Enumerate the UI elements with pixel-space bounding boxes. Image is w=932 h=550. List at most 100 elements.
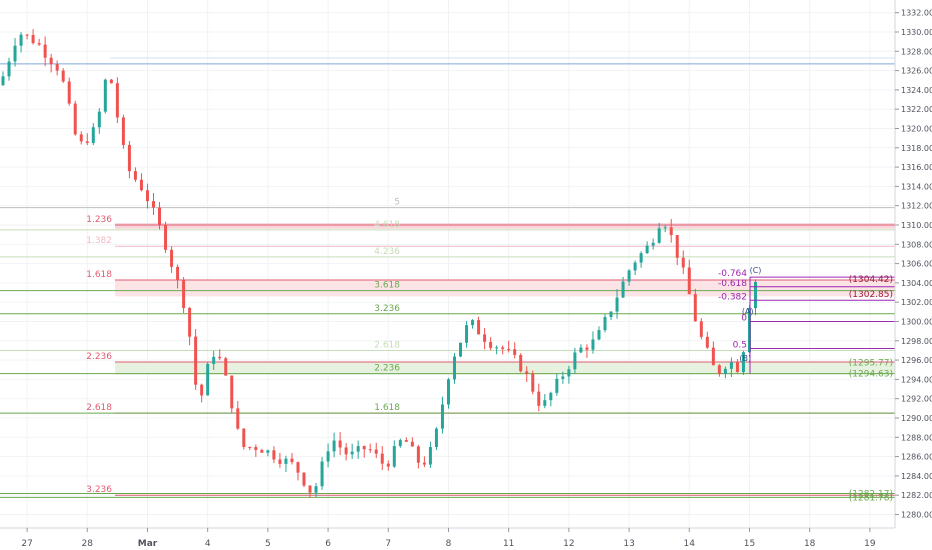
y-tick-label: 1300.00 — [901, 317, 932, 326]
y-tick-label: 1282.00 — [901, 491, 932, 500]
fib-zone — [115, 362, 895, 375]
candle-body — [639, 253, 643, 263]
candle-body — [453, 356, 456, 380]
fib-label: 1.618 — [374, 403, 400, 413]
right-price-label: (1282.17) — [849, 490, 893, 500]
candles — [1, 29, 757, 498]
candle-body — [489, 341, 493, 348]
candle-body — [242, 428, 246, 448]
fib-label: 4.618 — [374, 220, 400, 230]
candle-body — [188, 307, 192, 337]
y-tick-label: 1280.00 — [901, 510, 932, 519]
candle-body — [326, 451, 330, 462]
candle-body — [31, 34, 35, 44]
candle-body — [537, 391, 541, 406]
y-tick-label: 1294.00 — [901, 375, 932, 384]
candle-body — [416, 446, 420, 463]
candle-body — [711, 347, 715, 366]
candle-body — [61, 70, 65, 82]
x-tick-label: 4 — [205, 539, 211, 549]
y-tick-label: 1312.00 — [901, 202, 932, 211]
candle-body — [350, 451, 354, 455]
y-tick-label: 1304.00 — [901, 279, 932, 288]
y-tick-label: 1290.00 — [901, 414, 932, 423]
candle-body — [723, 368, 727, 374]
candle-body — [224, 358, 228, 376]
y-tick-label: 1320.00 — [901, 124, 932, 133]
candle-body — [627, 270, 631, 282]
candle-body — [200, 384, 204, 396]
candle-body — [428, 447, 432, 465]
candle-body — [103, 79, 107, 112]
x-tick-label: 18 — [804, 539, 816, 549]
candle-body — [531, 373, 535, 392]
candle-body — [483, 334, 487, 342]
candle-body — [392, 446, 396, 467]
purple-fib-label: -0.764 — [718, 269, 747, 279]
candle-body — [284, 458, 288, 464]
candle-body — [332, 440, 336, 452]
fib-zone — [115, 279, 895, 297]
x-tick-label: 19 — [864, 539, 876, 549]
fib-label: 1.382 — [86, 236, 112, 246]
candle-body — [609, 311, 613, 317]
right-price-label: (1302.85) — [849, 290, 893, 300]
purple-fib-label: -0.618 — [718, 279, 747, 289]
candle-body — [218, 356, 222, 359]
wave-label: (A) — [742, 307, 754, 316]
candle-body — [729, 362, 733, 369]
candle-body — [591, 339, 595, 350]
fib-label: 4.236 — [374, 247, 400, 257]
candle-body — [302, 472, 306, 486]
candle-body — [338, 440, 342, 448]
candle-body — [699, 321, 703, 337]
y-tick-label: 1332.00 — [901, 9, 932, 18]
y-tick-label: 1302.00 — [901, 298, 932, 307]
candle-body — [681, 257, 685, 268]
y-tick-label: 1324.00 — [901, 86, 932, 95]
x-tick-label: 7 — [385, 539, 391, 549]
candle-body — [754, 281, 757, 309]
y-tick-label: 1314.00 — [901, 182, 932, 191]
candle-body — [543, 400, 547, 406]
right-price-labels: (1304.42) (1302.85) (1295.77)(1294.63) (128… — [849, 275, 893, 503]
candle-body — [404, 440, 408, 442]
candle-body — [597, 330, 601, 340]
x-tick-label: 6 — [325, 539, 331, 549]
candle-body — [368, 449, 372, 451]
candle-body — [194, 336, 198, 385]
fib-label: 2.236 — [86, 352, 112, 362]
candle-body — [579, 347, 583, 353]
x-tick-label: 14 — [684, 539, 696, 549]
x-tick-label: 13 — [623, 539, 634, 549]
candle-body — [741, 352, 745, 373]
right-price-label: (1304.42) — [849, 275, 893, 285]
candle-body — [501, 347, 505, 349]
candle-body — [127, 144, 131, 172]
fib-label: 2.236 — [374, 364, 400, 374]
x-tick-label: 27 — [21, 539, 32, 549]
candle-body — [133, 171, 137, 180]
candle-body — [73, 103, 77, 135]
right-price-label: (1294.63) — [849, 369, 893, 379]
candle-body — [621, 281, 625, 298]
fib-label: 5 — [394, 198, 400, 208]
candle-body — [236, 408, 240, 429]
candle-body — [121, 117, 125, 145]
fib-label: 1.236 — [86, 215, 112, 225]
y-tick-label: 1322.00 — [901, 105, 932, 114]
y-tick-label: 1328.00 — [901, 47, 932, 56]
candle-body — [43, 44, 47, 58]
fib-label: 2.618 — [374, 340, 400, 350]
candle-body — [651, 242, 655, 246]
y-tick-label: 1286.00 — [901, 453, 932, 462]
candle-body — [374, 449, 378, 454]
fib-label: 3.236 — [374, 304, 400, 314]
candle-body — [206, 363, 210, 396]
wave-labels: (C) (A) (B) — [739, 266, 761, 363]
candle-body — [440, 404, 444, 429]
candle-body — [55, 64, 59, 71]
y-tick-label: 1296.00 — [901, 356, 932, 365]
candle-body — [7, 61, 11, 77]
